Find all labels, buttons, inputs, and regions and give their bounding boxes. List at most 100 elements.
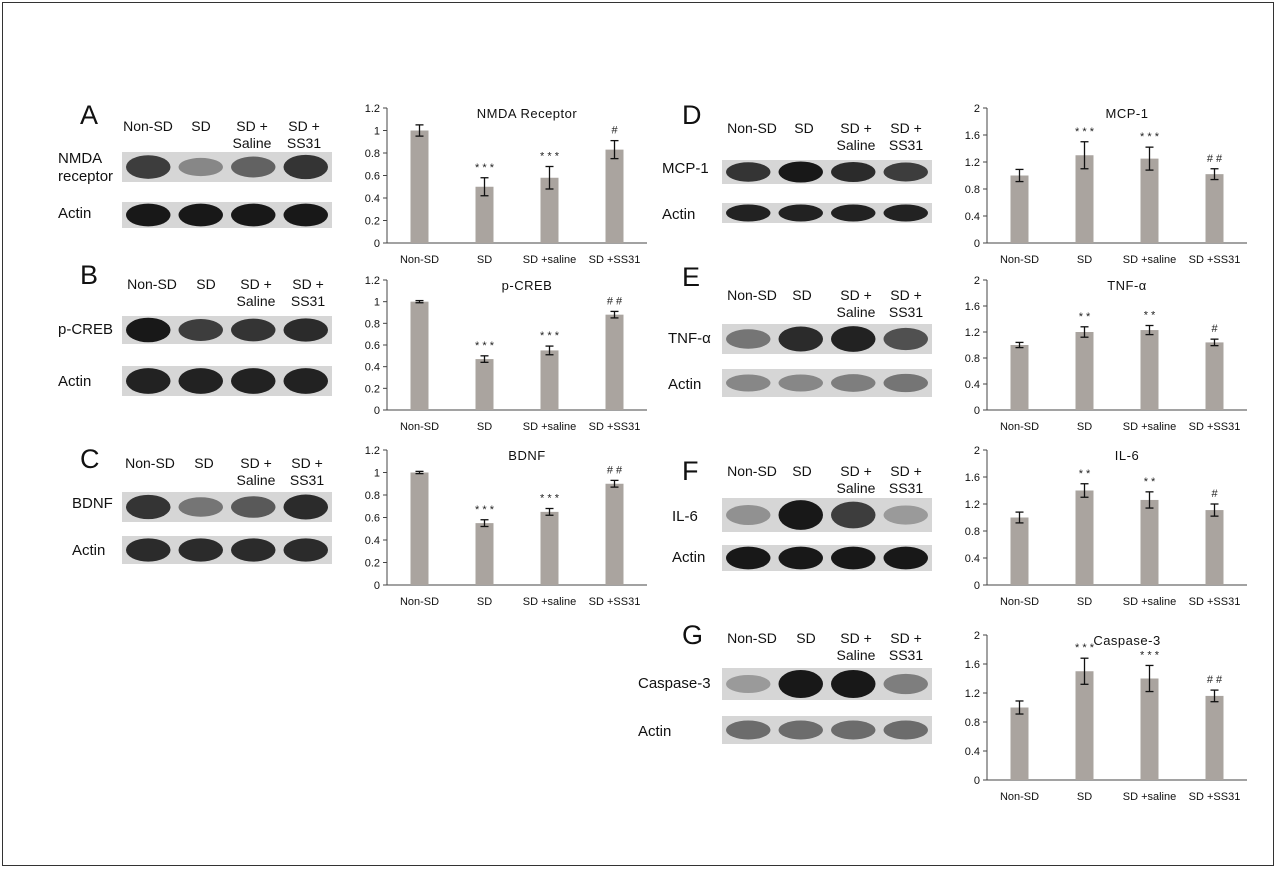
blot-band: [778, 720, 823, 740]
significance-marker: * * *: [1075, 126, 1095, 138]
y-tick-label: 1: [374, 468, 380, 480]
panel-letter-e: E: [682, 262, 701, 292]
significance-marker: * *: [1144, 310, 1156, 322]
blot-band: [883, 720, 928, 740]
x-tick-label: Non-SD: [400, 596, 439, 608]
blot-strip-c-1: [122, 536, 332, 564]
blot-strip-c-0: [122, 492, 332, 522]
x-tick-label: SD +SS31: [1189, 421, 1241, 433]
error-bar: [545, 165, 554, 190]
error-bar: [1080, 483, 1089, 498]
chart-title: TNF-α: [1107, 278, 1147, 293]
y-tick-label: 1.6: [965, 659, 980, 671]
bar: [1205, 510, 1224, 585]
blot-band: [883, 505, 928, 525]
lane-label: SD + SS31: [290, 276, 326, 309]
blot-band: [283, 318, 328, 342]
bar: [1010, 707, 1029, 780]
blot-band: [726, 162, 771, 182]
error-bar: [545, 345, 554, 356]
blot-band: [231, 496, 276, 518]
x-tick-label: SD +SS31: [1189, 791, 1241, 803]
lane-label: SD: [794, 120, 814, 136]
blot-row-label: TNF-α: [668, 330, 711, 347]
x-tick-label: SD +saline: [1123, 791, 1177, 803]
significance-marker: * * *: [1140, 131, 1160, 143]
bar: [1140, 158, 1159, 243]
blot-band: [283, 203, 328, 227]
blot-band: [831, 501, 876, 529]
lane-label: Non-SD: [727, 120, 777, 136]
blot-band: [883, 546, 928, 570]
y-tick-label: 0: [374, 238, 380, 250]
lane-label: SD + SS31: [289, 455, 325, 488]
blot-row-label: Actin: [58, 373, 92, 390]
lane-label: SD + SS31: [888, 287, 924, 320]
error-bar: [1210, 168, 1219, 181]
y-tick-label: 2: [974, 445, 980, 457]
x-tick-label: SD +SS31: [589, 254, 641, 266]
error-bar: [610, 479, 619, 488]
error-bar: [1080, 326, 1089, 338]
bar: [1140, 330, 1159, 410]
error-bar: [415, 299, 424, 304]
significance-marker: * * *: [475, 340, 495, 352]
bar: [410, 130, 429, 243]
x-tick-label: Non-SD: [1000, 421, 1039, 433]
blot-row-label: Caspase-3: [638, 675, 711, 692]
error-bar: [1015, 700, 1024, 715]
y-tick-label: 1.2: [965, 688, 980, 700]
y-tick-label: 0.2: [365, 383, 380, 395]
blot-band: [126, 203, 171, 227]
x-tick-label: SD: [477, 596, 492, 608]
y-tick-label: 0: [974, 405, 980, 417]
blot-band: [231, 156, 276, 178]
y-tick-label: 2: [974, 630, 980, 642]
error-bar: [1015, 341, 1024, 349]
bar: [1075, 332, 1094, 410]
blot-strip-g-1: [722, 716, 932, 744]
blot-band: [778, 161, 823, 183]
lane-label: Non-SD: [727, 287, 777, 303]
lane-label: Non-SD: [125, 455, 175, 471]
panel-letter-b: B: [80, 260, 99, 290]
blot-band: [883, 162, 928, 182]
y-tick-label: 0.8: [365, 148, 380, 160]
y-tick-label: 1.2: [365, 275, 380, 287]
y-tick-label: 0.8: [365, 490, 380, 502]
y-tick-label: 1.2: [965, 499, 980, 511]
x-tick-label: SD: [1077, 596, 1092, 608]
lane-label: SD + Saline: [236, 455, 276, 488]
significance-marker: * *: [1079, 311, 1091, 323]
blot-band: [283, 494, 328, 520]
blot-band: [126, 494, 171, 520]
y-tick-label: 2: [974, 275, 980, 287]
blot-row-label: Actin: [58, 205, 92, 222]
blot-band: [178, 157, 223, 177]
bar: [475, 523, 494, 585]
y-tick-label: 0.8: [965, 184, 980, 196]
lane-label: SD + Saline: [836, 120, 876, 153]
blot-band: [726, 329, 771, 349]
error-bar: [1145, 324, 1154, 336]
significance-marker: #: [611, 125, 618, 137]
blot-row-label: Actin: [638, 723, 672, 740]
lane-label: SD: [792, 463, 812, 479]
y-tick-label: 1: [374, 126, 380, 138]
blot-band: [778, 546, 823, 570]
blot-strip-a-1: [122, 202, 332, 228]
bar: [410, 472, 429, 585]
blot-band: [778, 204, 823, 222]
x-tick-label: SD +saline: [523, 421, 577, 433]
significance-marker: #: [1211, 323, 1218, 335]
y-tick-label: 0.6: [365, 171, 380, 183]
lane-label: SD: [796, 630, 816, 646]
blot-band: [831, 162, 876, 182]
error-bar: [1080, 657, 1089, 685]
chart-title: Caspase-3: [1093, 633, 1160, 648]
y-tick-label: 1: [374, 297, 380, 309]
y-tick-label: 0.4: [965, 379, 980, 391]
bar: [540, 511, 559, 585]
blot-row-label: NMDA receptor: [58, 150, 114, 185]
